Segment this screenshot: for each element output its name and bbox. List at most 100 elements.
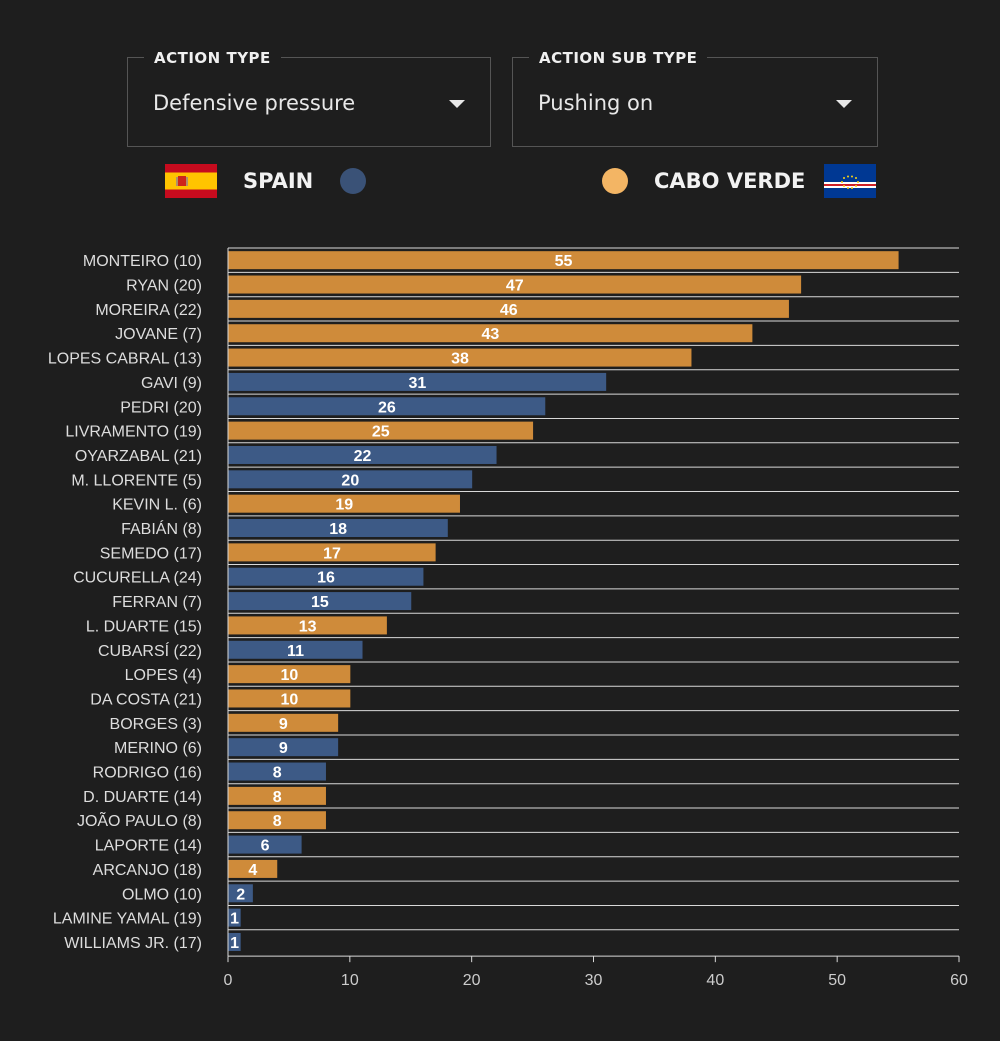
- x-tick-label: 20: [463, 972, 481, 989]
- bar: [228, 713, 339, 732]
- category-label: LAMINE YAMAL (19): [53, 911, 202, 928]
- bar: [228, 665, 351, 684]
- bar: [228, 932, 241, 951]
- bar-value-label: 13: [299, 618, 317, 635]
- action-sub-type-value: Pushing on: [538, 91, 654, 115]
- action-type-select[interactable]: ACTION TYPE Defensive pressure: [127, 48, 491, 147]
- bar: [228, 275, 802, 294]
- bar: [228, 470, 473, 489]
- bar: [228, 786, 326, 805]
- cabo-verde-flag-icon: [824, 164, 876, 198]
- category-label: ARCANJO (18): [93, 862, 202, 879]
- x-tick-label: 10: [341, 972, 359, 989]
- category-label: OYARZABAL (21): [75, 448, 202, 465]
- bar-value-label: 20: [341, 472, 359, 489]
- x-tick-label: 40: [706, 972, 724, 989]
- category-label: OLMO (10): [122, 886, 202, 903]
- bar: [228, 348, 692, 367]
- category-label: RODRIGO (16): [93, 765, 202, 782]
- category-label: L. DUARTE (15): [86, 618, 202, 635]
- category-label: MERINO (6): [114, 740, 202, 757]
- category-label: LAPORTE (14): [95, 838, 202, 855]
- category-label: PEDRI (20): [120, 399, 202, 416]
- bar-value-label: 8: [273, 813, 282, 830]
- bar-value-label: 8: [273, 765, 282, 782]
- bar: [228, 592, 412, 611]
- bar-value-label: 25: [372, 424, 390, 441]
- category-label: JOVANE (7): [115, 326, 202, 343]
- bar: [228, 324, 753, 343]
- category-label: LIVRAMENTO (19): [65, 424, 202, 441]
- bar-value-label: 10: [281, 667, 299, 684]
- team-legend-spain: SPAIN: [165, 164, 375, 198]
- category-label: MONTEIRO (10): [83, 253, 202, 270]
- category-label: FERRAN (7): [112, 594, 202, 611]
- bar: [228, 519, 448, 538]
- bar-value-label: 4: [248, 862, 257, 879]
- bar: [228, 835, 302, 854]
- category-label: CUCURELLA (24): [73, 570, 202, 587]
- bar-value-label: 19: [335, 497, 353, 514]
- bar-value-label: 18: [329, 521, 347, 538]
- spain-color-dot: [340, 168, 366, 194]
- bar: [228, 616, 387, 635]
- chevron-down-icon: [836, 100, 852, 108]
- bar-value-label: 43: [482, 326, 500, 343]
- bar-value-label: 17: [323, 545, 341, 562]
- chevron-down-icon: [449, 100, 465, 108]
- category-label: KEVIN L. (6): [112, 497, 202, 514]
- cabo-verde-color-dot: [602, 168, 628, 194]
- bar-value-label: 8: [273, 789, 282, 806]
- bar-value-label: 47: [506, 278, 524, 295]
- spain-team-name: SPAIN: [243, 169, 314, 193]
- bar-value-label: 31: [408, 375, 426, 392]
- bar: [228, 567, 424, 586]
- category-label: M. LLORENTE (5): [71, 472, 202, 489]
- bar: [228, 543, 436, 562]
- bar-value-label: 9: [279, 740, 288, 757]
- category-label: MOREIRA (22): [95, 302, 202, 319]
- bar-value-label: 16: [317, 570, 335, 587]
- bar-value-label: 15: [311, 594, 329, 611]
- bar-value-label: 10: [281, 691, 299, 708]
- action-sub-type-select[interactable]: ACTION SUB TYPE Pushing on: [512, 48, 878, 147]
- category-label: LOPES (4): [125, 667, 202, 684]
- bar-value-label: 1: [230, 911, 239, 928]
- bar: [228, 859, 278, 878]
- x-tick-label: 60: [950, 972, 968, 989]
- bar-value-label: 46: [500, 302, 518, 319]
- bar: [228, 689, 351, 708]
- x-tick-label: 50: [828, 972, 846, 989]
- bar: [228, 299, 789, 318]
- bar-value-label: 6: [261, 838, 270, 855]
- bar: [228, 445, 497, 464]
- bar: [228, 372, 607, 391]
- bar: [228, 640, 363, 659]
- bar-value-label: 2: [236, 886, 245, 903]
- bar: [228, 251, 899, 270]
- category-label: SEMEDO (17): [100, 545, 202, 562]
- bar: [228, 811, 326, 830]
- bar: [228, 762, 326, 781]
- category-label: DA COSTA (21): [90, 691, 202, 708]
- bar: [228, 738, 339, 757]
- category-label: LOPES CABRAL (13): [48, 351, 202, 368]
- bar: [228, 908, 241, 927]
- category-label: FABIÁN (8): [121, 519, 202, 538]
- bar: [228, 884, 253, 903]
- action-type-value: Defensive pressure: [153, 91, 356, 115]
- action-sub-type-label: ACTION SUB TYPE: [529, 48, 708, 68]
- category-label: D. DUARTE (14): [83, 789, 202, 806]
- team-legend-cabo-verde: CABO VERDE: [602, 164, 878, 198]
- category-label: GAVI (9): [141, 375, 202, 392]
- bar-value-label: 9: [279, 716, 288, 733]
- x-tick-label: 0: [224, 972, 233, 989]
- category-label: BORGES (3): [110, 716, 202, 733]
- bar: [228, 397, 546, 416]
- bar-value-label: 22: [354, 448, 372, 465]
- bar: [228, 421, 534, 440]
- bar-value-label: 11: [287, 643, 304, 660]
- category-label: WILLIAMS JR. (17): [64, 935, 202, 952]
- spain-flag-icon: [165, 164, 217, 198]
- bar-value-label: 38: [451, 351, 469, 368]
